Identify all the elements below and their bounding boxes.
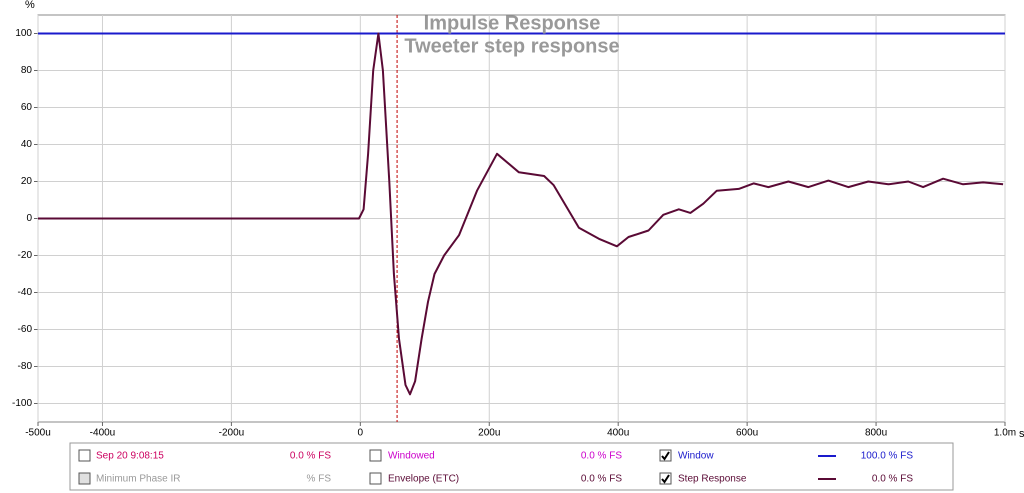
- x-tick-label: 1.0m: [994, 428, 1016, 439]
- y-tick-label: 60: [21, 102, 33, 113]
- legend-label[interactable]: Window: [678, 451, 714, 462]
- x-tick-label: -500u: [25, 428, 51, 439]
- legend-label[interactable]: Envelope (ETC): [388, 474, 459, 485]
- legend-reading: 100.0 % FS: [861, 451, 914, 462]
- y-tick-label: 40: [21, 139, 33, 150]
- y-tick-label: -100: [12, 398, 32, 409]
- y-unit: %: [25, 0, 35, 11]
- legend-reading: 0.0 % FS: [290, 451, 331, 462]
- y-tick-label: 100: [15, 28, 32, 39]
- chart-title: Impulse Response: [424, 12, 601, 34]
- y-tick-label: 0: [26, 213, 32, 224]
- legend-checkbox[interactable]: [78, 472, 91, 485]
- legend-checkbox[interactable]: [78, 449, 91, 462]
- y-tick-label: 20: [21, 176, 33, 187]
- legend-checkbox[interactable]: [369, 472, 382, 485]
- legend-label[interactable]: Step Response: [678, 474, 747, 485]
- series-line: [38, 32, 1004, 396]
- y-tick-label: -20: [18, 250, 33, 261]
- x-unit: s: [1019, 428, 1024, 440]
- x-tick-label: 800u: [865, 428, 887, 439]
- y-tick-label: -40: [18, 287, 33, 298]
- legend-label[interactable]: Sep 20 9:08:15: [96, 451, 164, 462]
- legend-checkbox[interactable]: [659, 449, 672, 462]
- legend-checkbox[interactable]: [659, 472, 672, 485]
- legend-checkmark: [661, 451, 670, 461]
- legend-label[interactable]: Minimum Phase IR: [96, 474, 180, 485]
- legend-reading: 0.0 % FS: [581, 474, 622, 485]
- x-tick-label: 600u: [736, 428, 758, 439]
- x-tick-label: -400u: [90, 428, 116, 439]
- y-tick-label: -60: [18, 324, 33, 335]
- y-tick-label: -80: [18, 361, 33, 372]
- legend-checkbox[interactable]: [369, 449, 382, 462]
- legend-checkmark: [661, 474, 670, 484]
- x-tick-label: 400u: [607, 428, 629, 439]
- legend-reading: 0.0 % FS: [581, 451, 622, 462]
- x-tick-label: 0: [358, 428, 364, 439]
- y-tick-label: 80: [21, 65, 33, 76]
- legend-reading: 0.0 % FS: [872, 474, 913, 485]
- legend-box: [69, 442, 954, 491]
- x-tick-label: -200u: [219, 428, 245, 439]
- legend-label[interactable]: Windowed: [388, 451, 435, 462]
- chart-subtitle: Tweeter step response: [404, 35, 619, 57]
- x-tick-label: 200u: [478, 428, 500, 439]
- legend-reading: % FS: [307, 474, 332, 485]
